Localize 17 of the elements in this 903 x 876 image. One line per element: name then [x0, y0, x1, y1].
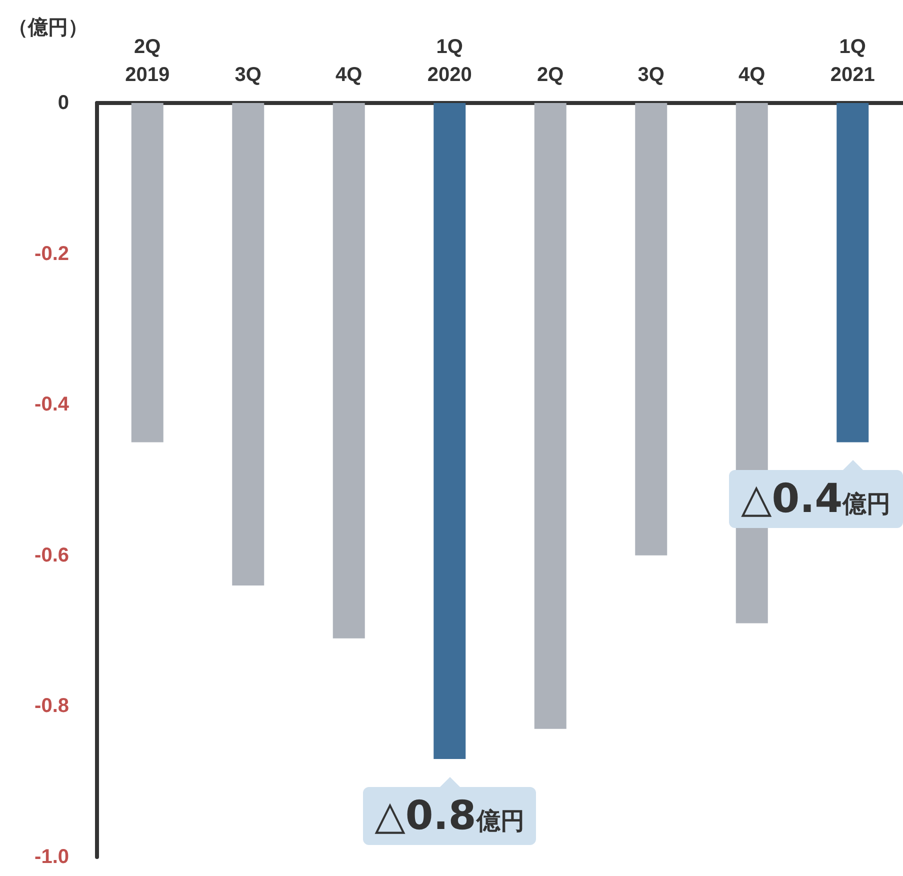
y-tick-label: -0.2 [34, 242, 69, 265]
y-tick-label: 0 [58, 92, 69, 114]
x-tick-label: 3Q [234, 64, 262, 86]
y-tick-label: -1.0 [34, 846, 69, 868]
x-tick-label: 4Q [738, 64, 766, 86]
y-tick-label: -0.8 [34, 695, 69, 718]
y-tick-label: -0.6 [34, 544, 69, 566]
x-tick-label: 3Q [638, 64, 664, 86]
x-tick-label: 1Q 2021 [830, 36, 875, 86]
annotation: △0.4億円 [729, 470, 903, 528]
x-tick-label: 4Q [336, 64, 362, 86]
y-tick-label: -0.4 [34, 394, 70, 416]
annotation: △0.8億円 [362, 786, 536, 845]
x-tick-label: 2Q 2019 [125, 36, 170, 86]
y-axis-title: （億円） [8, 14, 88, 41]
x-tick-label: 2Q [537, 64, 564, 86]
x-tick-label: 1Q 2020 [427, 36, 472, 86]
